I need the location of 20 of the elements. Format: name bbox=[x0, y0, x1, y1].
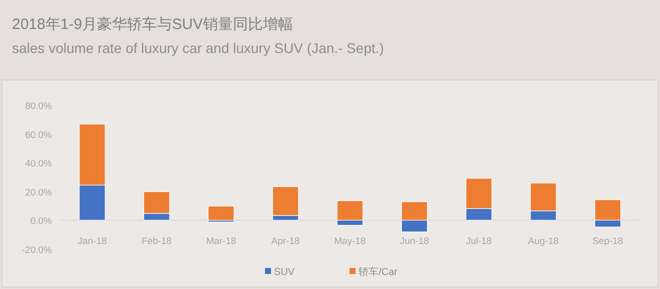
bar bbox=[208, 206, 234, 220]
legend-label: SUV bbox=[274, 267, 295, 278]
x-tick-label: Jul-18 bbox=[466, 236, 492, 248]
y-tick-label: 20.0% bbox=[25, 187, 53, 198]
legend-label: 轿车/Car bbox=[358, 266, 398, 278]
x-tick-label: May-18 bbox=[334, 236, 366, 248]
y-tick-label: 80.0% bbox=[25, 101, 53, 112]
y-tick-label: 60.0% bbox=[25, 130, 53, 141]
y-tick-label: 0.0% bbox=[30, 216, 53, 228]
y-tick-label: -20.0% bbox=[22, 245, 53, 256]
y-tick-label: 40.0% bbox=[25, 158, 53, 170]
chart-subtitle: sales volume rate of luxury car and luxury SUV (Jan.- Sept.) bbox=[12, 40, 384, 56]
x-tick-label: Feb-18 bbox=[142, 236, 172, 248]
x-tick-label: Jun-18 bbox=[400, 236, 429, 248]
x-tick-label: Aug-18 bbox=[528, 236, 559, 248]
x-tick-label: Mar-18 bbox=[206, 236, 236, 248]
x-tick-label: Apr-18 bbox=[271, 236, 300, 248]
chart-title: 2018年1-9月豪华轿车与SUV销量同比增幅 bbox=[12, 16, 293, 33]
x-tick-label: Sep-18 bbox=[592, 236, 624, 248]
x-tick-label: Jan-18 bbox=[78, 236, 107, 248]
